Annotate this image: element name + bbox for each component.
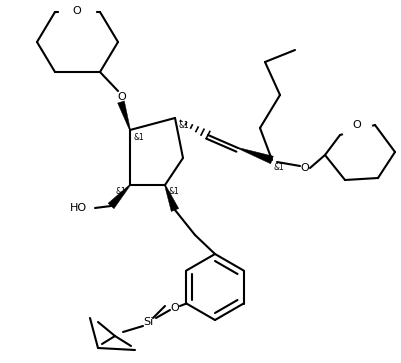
Text: O: O <box>170 303 179 313</box>
Text: &1: &1 <box>273 163 284 172</box>
Polygon shape <box>164 185 178 212</box>
Text: O: O <box>300 163 309 173</box>
Text: &1: &1 <box>133 132 144 142</box>
Text: &1: &1 <box>168 188 179 196</box>
Text: O: O <box>73 6 81 16</box>
Text: HO: HO <box>70 203 87 213</box>
Text: O: O <box>352 120 360 130</box>
Polygon shape <box>108 185 130 209</box>
Polygon shape <box>117 101 130 130</box>
Text: O: O <box>117 92 126 102</box>
Text: &1: &1 <box>115 188 126 196</box>
Polygon shape <box>237 147 273 164</box>
Text: Si: Si <box>142 317 153 327</box>
Text: &1: &1 <box>178 121 189 130</box>
